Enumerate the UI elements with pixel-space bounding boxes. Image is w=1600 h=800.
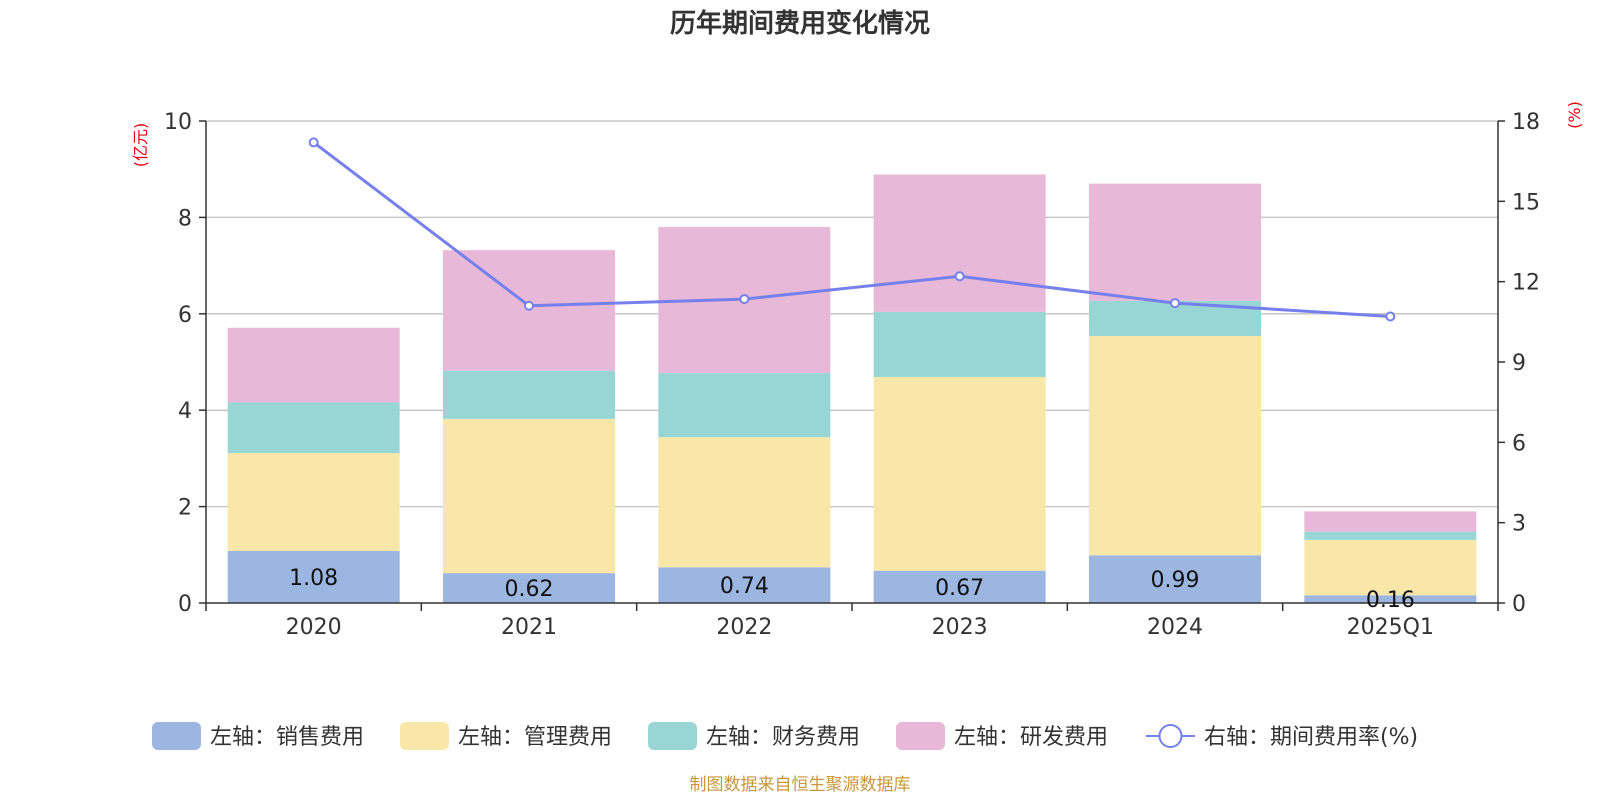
- legend-swatch: [896, 722, 945, 750]
- bar-segment: [227, 453, 400, 551]
- bars: [227, 174, 1477, 603]
- x-tick-label: 2025Q1: [1347, 615, 1434, 640]
- left-tick-label: 4: [178, 399, 192, 424]
- data-label: 0.62: [505, 577, 554, 602]
- data-label: 0.99: [1151, 568, 1200, 593]
- bar-segment: [1089, 555, 1261, 603]
- bar-segment: [1304, 531, 1477, 540]
- bar-segment: [227, 550, 400, 603]
- bar-segment: [227, 327, 400, 403]
- left-tick-label: 2: [178, 496, 192, 521]
- bar-segment: [227, 402, 400, 454]
- rate-point: [954, 271, 965, 282]
- right-tick-label: 15: [1512, 190, 1540, 215]
- chart-title: 历年期间费用变化情况: [670, 8, 930, 39]
- gridlines: [206, 120, 1498, 508]
- bar-segment: [1304, 511, 1477, 532]
- legend-label: 左轴：研发费用: [954, 725, 1108, 750]
- data-label: 0.74: [720, 574, 769, 599]
- right-tick-label: 12: [1512, 271, 1540, 296]
- right-tick-label: 0: [1512, 592, 1526, 617]
- right-tick-label: 18: [1512, 110, 1540, 135]
- data-label: 1.08: [289, 566, 338, 591]
- bar-segment: [873, 174, 1046, 312]
- right-tick-label: 9: [1512, 351, 1526, 376]
- bar-segment: [658, 567, 831, 603]
- x-tick-label: 2020: [286, 615, 342, 640]
- legend-swatch: [648, 722, 697, 750]
- right-tick-label: 6: [1512, 431, 1526, 456]
- bar-segment: [443, 370, 615, 419]
- bar-segment: [873, 376, 1046, 571]
- bar-segment: [658, 437, 831, 568]
- left-tick-label: 6: [178, 303, 192, 328]
- bar-segment: [873, 570, 1046, 603]
- right-axis-unit: (%): [1565, 101, 1584, 129]
- left-tick-label: 10: [164, 110, 192, 135]
- legend-label: 左轴：财务费用: [706, 725, 860, 750]
- legend[interactable]: 左轴：销售费用 左轴：管理费用 左轴：财务费用 左轴：研发费用 右轴：期间费用率(%): [152, 722, 1418, 750]
- data-label: 0.16: [1366, 588, 1415, 613]
- bar-segment: [1089, 335, 1261, 556]
- bar-segment: [1304, 595, 1477, 603]
- legend-label: 右轴：期间费用率(%): [1204, 725, 1418, 750]
- data-labels: 1.08 0.62 0.74 0.67 0.99 0.16: [289, 566, 1415, 613]
- rate-line-path: [312, 141, 1391, 318]
- left-tick-label: 8: [178, 206, 192, 231]
- legend-label: 左轴：管理费用: [458, 725, 612, 750]
- left-tick-label: 0: [178, 592, 192, 617]
- source-note: 制图数据来自恒生聚源数据库: [690, 775, 911, 795]
- legend-swatch: [152, 722, 201, 750]
- legend-swatch: [400, 722, 449, 750]
- x-tick-label: 2021: [501, 615, 557, 640]
- axes: 0 2 4 6 8 10 0 3 6 9 12 15 18 2020 2021 2022 2023 2024 202…: [164, 110, 1540, 640]
- x-tick-label: 2022: [716, 615, 772, 640]
- bar-segment: [658, 373, 831, 438]
- bar-segment: [1304, 539, 1477, 596]
- legend-label: 左轴：销售费用: [210, 725, 364, 750]
- bar-segment: [1089, 183, 1261, 301]
- rate-point: [739, 294, 750, 305]
- rate-point: [1170, 298, 1180, 309]
- left-axis-unit: (亿元): [131, 123, 150, 168]
- rate-point: [308, 137, 319, 148]
- rate-line: [308, 137, 1396, 322]
- bar-segment: [873, 311, 1046, 377]
- bar-segment: [443, 573, 615, 603]
- rate-point: [524, 300, 534, 311]
- x-tick-label: 2023: [932, 615, 988, 640]
- bar-segment: [443, 418, 615, 574]
- rate-point: [1385, 311, 1396, 322]
- legend-marker: [1158, 724, 1183, 748]
- data-label: 0.67: [935, 576, 984, 601]
- x-tick-label: 2024: [1147, 615, 1203, 640]
- right-tick-label: 3: [1512, 512, 1526, 537]
